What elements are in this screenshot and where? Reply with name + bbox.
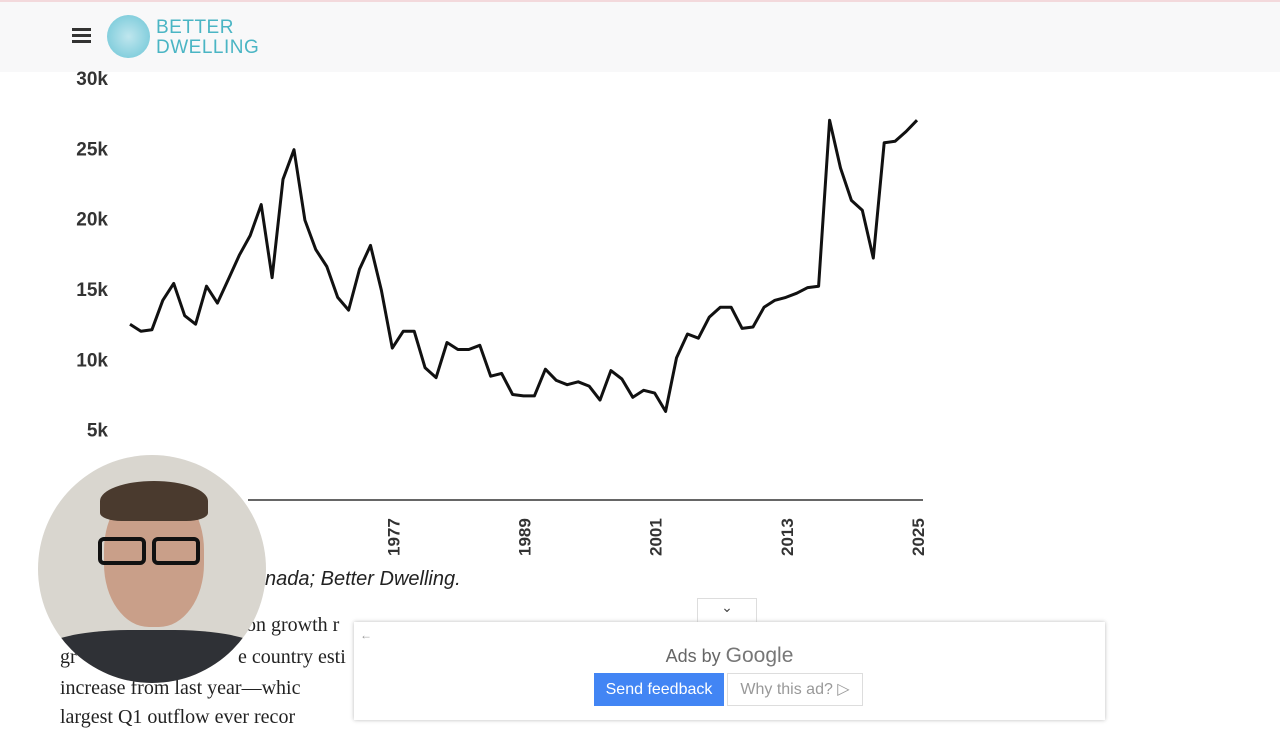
menu-icon[interactable] (72, 28, 91, 31)
ad-collapse-tab[interactable]: ⌄ (697, 598, 757, 624)
ad-back[interactable]: ← (360, 628, 372, 642)
article-text: largest Q1 outflow ever recor (60, 706, 296, 728)
ads-by-google: Ads by Google (354, 644, 1105, 668)
x-tick-label: 1977 (384, 518, 403, 556)
x-tick-label: 2001 (647, 518, 666, 556)
data-line (129, 118, 919, 413)
x-tick-label: 2013 (778, 518, 797, 556)
ad-panel: ← Ads by Google Send feedback Why this a… (354, 622, 1105, 720)
why-label: Why this ad? (740, 681, 833, 698)
x-tick-label: 2025 (909, 518, 928, 556)
webcam-overlay (38, 455, 266, 683)
y-tick-label: 20k (76, 210, 108, 231)
y-tick-label: 25k (76, 139, 108, 160)
ads-by: Ads by (665, 646, 721, 666)
y-tick-label: 10k (76, 350, 108, 371)
logo-text: DWELLING (156, 37, 260, 58)
chart-source: nada; Better Dwelling. (265, 568, 461, 590)
article-text: on growth r (246, 614, 340, 636)
logo-text: BETTER (156, 17, 234, 38)
menu-icon[interactable] (72, 34, 91, 37)
x-tick-label: 1989 (516, 518, 535, 556)
logo-icon (107, 15, 150, 58)
google-label: Google (725, 644, 794, 667)
menu-icon[interactable] (72, 40, 91, 43)
header: BETTER DWELLING (0, 0, 1280, 72)
why-this-ad-button[interactable]: Why this ad? ▷ (727, 673, 863, 706)
y-tick-label: 15k (76, 280, 108, 301)
y-tick-label: 5k (87, 421, 109, 442)
send-feedback-button[interactable]: Send feedback (594, 673, 724, 706)
y-tick-label: 30k (76, 69, 108, 90)
